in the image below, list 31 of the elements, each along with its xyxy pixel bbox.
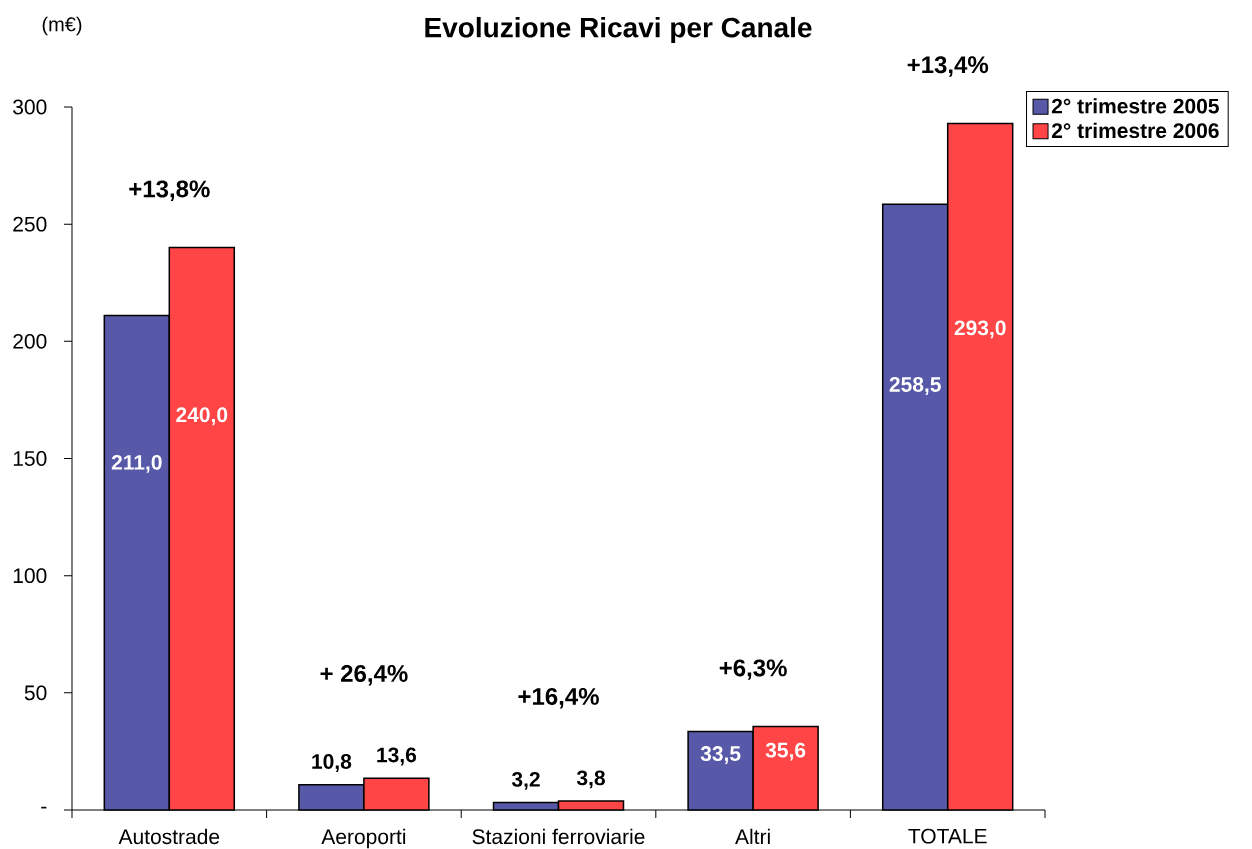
data-label: 33,5 bbox=[700, 746, 741, 764]
y-tick-label: 150 bbox=[13, 451, 47, 466]
chart-title: Evoluzione Ricavi per Canale bbox=[425, 16, 812, 44]
data-label: 3,8 bbox=[576, 770, 605, 789]
x-tick-label: Stazioni ferroviarie bbox=[472, 828, 645, 845]
annotation: +13,8% bbox=[129, 180, 210, 201]
y-tick-label: 300 bbox=[13, 99, 47, 115]
y-tick-label: 100 bbox=[13, 568, 47, 584]
data-label: 240,0 bbox=[176, 407, 228, 426]
x-tick-label: TOTALE bbox=[908, 828, 987, 844]
data-label: 13,6 bbox=[377, 747, 417, 766]
y-tick-label: 250 bbox=[13, 216, 47, 232]
data-label: 3,2 bbox=[511, 771, 540, 790]
y-tick-label: 200 bbox=[13, 333, 47, 349]
annotation: + 26,4% bbox=[320, 664, 408, 686]
y-axis-title: (m€) bbox=[42, 16, 82, 36]
data-label: 35,6 bbox=[765, 742, 806, 761]
data-label: 293,0 bbox=[954, 320, 1006, 339]
y-tick-label: 50 bbox=[24, 685, 47, 701]
annotation: +6,3% bbox=[719, 659, 787, 680]
data-label: 211,0 bbox=[111, 454, 162, 473]
text: +13,4% bbox=[907, 56, 989, 77]
x-tick-label: Altri bbox=[735, 828, 770, 845]
y-tick-label: - bbox=[41, 806, 47, 809]
x-tick-label: Autostrade bbox=[118, 828, 220, 845]
legend-label: 2° trimestre 2005 bbox=[1051, 98, 1219, 114]
x-tick-label: Aeroporti bbox=[321, 828, 406, 849]
data-label: 258,5 bbox=[889, 377, 941, 395]
legend-label: 2° trimestre 2006 bbox=[1051, 122, 1219, 139]
annotation: +16,4% bbox=[518, 687, 599, 709]
data-label: 10,8 bbox=[312, 754, 352, 772]
